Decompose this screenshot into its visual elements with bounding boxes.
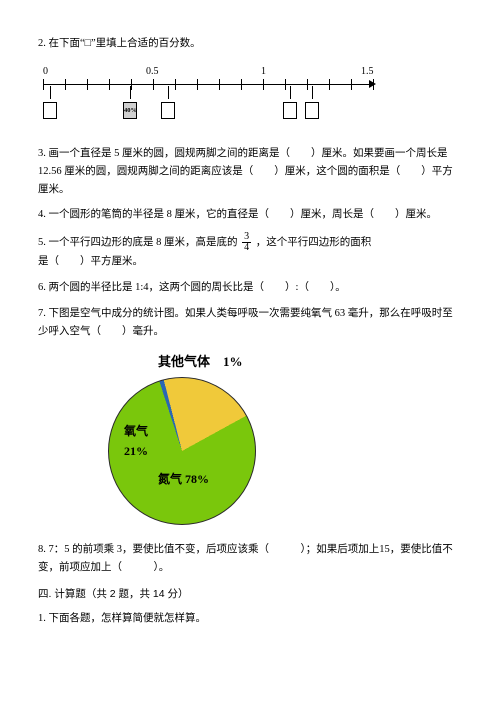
axis <box>43 76 373 94</box>
axis-labels: 00.511.5 <box>43 63 373 76</box>
link-line <box>312 86 313 99</box>
pie-title: 其他气体 1% <box>158 351 462 373</box>
question-3: 3. 画一个直径是 5 厘米的圆，圆规两脚之间的距离是（ ）厘米。如果要画一个周… <box>38 145 462 199</box>
pie-label-oxygen: 氧气 21% <box>124 421 148 462</box>
pie-chart-figure: 其他气体 1% 氧气 21% 氮气 78% <box>108 351 462 525</box>
answer-box[interactable] <box>305 102 319 119</box>
link-line <box>50 86 51 99</box>
answer-box[interactable]: 40% <box>123 102 137 119</box>
tick <box>109 79 110 90</box>
tick <box>329 79 330 90</box>
question-2: 2. 在下面“□”里填上合适的百分数。 <box>38 35 462 53</box>
number-line-figure: 00.511.5 40% <box>43 63 462 125</box>
tick <box>197 79 198 90</box>
link-line <box>168 86 169 99</box>
link-line <box>290 86 291 99</box>
question-7: 7. 下图是空气中成分的统计图。如果人类每呼吸一次需要纯氧气 63 毫升，那么在… <box>38 305 462 341</box>
tick <box>43 79 44 90</box>
tick <box>65 79 66 90</box>
tick <box>87 79 88 90</box>
fraction-3-4: 3 4 <box>242 232 251 253</box>
tick <box>153 79 154 90</box>
q5-part-c: 是（ ）平方厘米。 <box>38 253 462 271</box>
page: 2. 在下面“□”里填上合适的百分数。 00.511.5 40% 3. 画一个直… <box>0 0 500 707</box>
tick <box>351 79 352 90</box>
question-8: 8. 7：5 的前项乘 3，要使比值不变，后项应该乘（ ）；如果后项加上15，要… <box>38 541 462 577</box>
question-5: 5. 一个平行四边形的底是 8 厘米，高是底的 3 4 ，这个平行四边形的面积 … <box>38 232 462 271</box>
tick <box>131 79 132 90</box>
arrow-right-icon <box>369 80 376 88</box>
answer-box[interactable] <box>161 102 175 119</box>
link-lines <box>43 94 373 102</box>
oxygen-name: 氧气 <box>124 421 148 441</box>
answer-box[interactable] <box>283 102 297 119</box>
q5-part-a: 5. 一个平行四边形的底是 8 厘米，高是底的 <box>38 237 238 248</box>
tick <box>263 79 264 90</box>
question-4: 4. 一个圆形的笔筒的半径是 8 厘米，它的直径是（ ）厘米，周长是（ ）厘米。 <box>38 206 462 224</box>
tick <box>175 79 176 90</box>
oxygen-pct: 21% <box>124 441 148 461</box>
answer-boxes: 40% <box>43 102 373 122</box>
fraction-denominator: 4 <box>242 243 251 253</box>
axis-line <box>43 84 373 85</box>
pie-label-nitrogen: 氮气 78% <box>158 469 209 489</box>
q5-part-b: ，这个平行四边形的面积 <box>256 237 372 248</box>
link-line <box>130 86 131 99</box>
tick <box>219 79 220 90</box>
tick <box>307 79 308 90</box>
section-4-title: 四. 计算题（共 2 题，共 14 分） <box>38 586 462 604</box>
pie-chart: 氧气 21% 氮气 78% <box>108 377 256 525</box>
answer-box[interactable] <box>43 102 57 119</box>
question-6: 6. 两个圆的半径比是 1:4，这两个圆的周长比是（ ）:（ ）。 <box>38 279 462 297</box>
tick <box>285 79 286 90</box>
tick <box>241 79 242 90</box>
calc-question-1: 1. 下面各题，怎样算简便就怎样算。 <box>38 610 462 628</box>
